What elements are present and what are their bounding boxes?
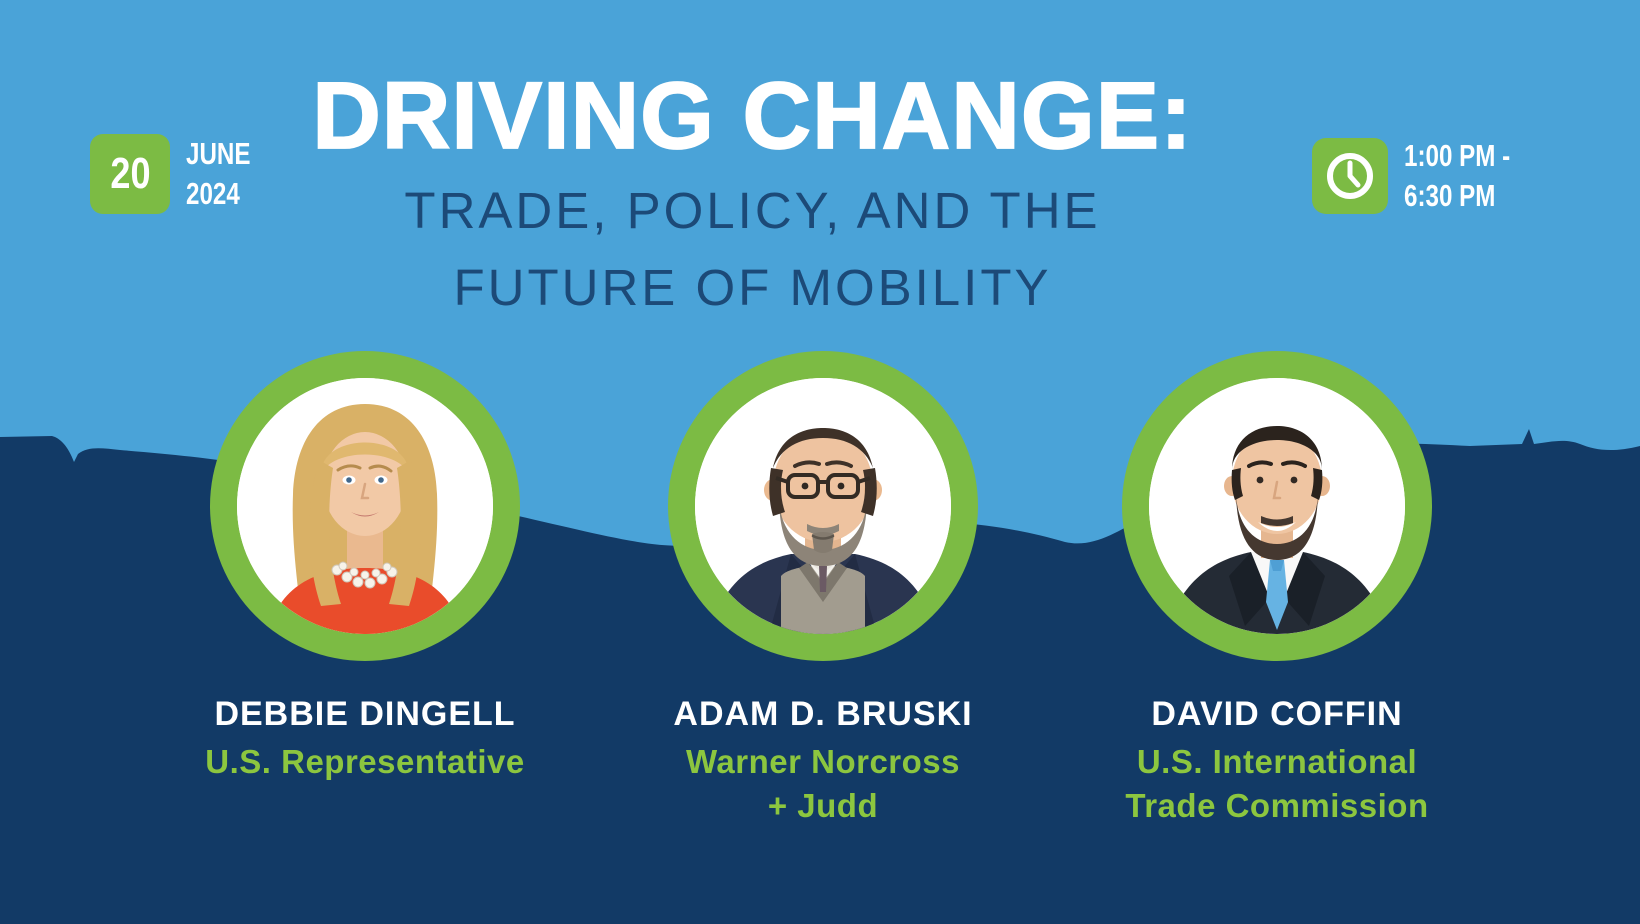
speaker-name: DEBBIE DINGELL bbox=[214, 695, 516, 733]
date-month-year: JUNE 2024 bbox=[186, 134, 269, 214]
event-subtitle-line2: FUTURE OF MOBILITY bbox=[453, 259, 1052, 316]
speaker-photo bbox=[237, 378, 493, 634]
portrait-debbie-dingell bbox=[237, 378, 493, 634]
time-line2: 6:30 PM bbox=[1404, 178, 1496, 213]
event-date: 20 JUNE 2024 bbox=[90, 134, 269, 214]
speaker-org-line: Trade Commission bbox=[1125, 787, 1429, 824]
speaker-org-line: + Judd bbox=[767, 787, 879, 824]
date-month: JUNE bbox=[186, 136, 251, 171]
event-subtitle: TRADE, POLICY, AND THE FUTURE OF MOBILIT… bbox=[0, 172, 1505, 326]
speaker-photo-ring bbox=[210, 351, 520, 661]
speaker-org: U.S. Representative bbox=[125, 740, 605, 784]
event-title: DRIVING CHANGE: bbox=[311, 63, 1193, 169]
portrait-david-coffin bbox=[1149, 378, 1405, 634]
date-year: 2024 bbox=[186, 176, 240, 211]
time-text: 1:00 PM - 6:30 PM bbox=[1404, 136, 1540, 216]
speaker-org: Warner Norcross + Judd bbox=[583, 740, 1063, 828]
date-day-badge: 20 bbox=[90, 134, 170, 214]
speaker-org: U.S. International Trade Commission bbox=[1037, 740, 1517, 828]
date-day: 20 bbox=[109, 149, 151, 198]
speaker-org-line: U.S. International bbox=[1136, 743, 1418, 780]
speaker-photo-ring bbox=[668, 351, 978, 661]
speaker-org-line: Warner Norcross bbox=[685, 743, 961, 780]
speaker-photo bbox=[1149, 378, 1405, 634]
portrait-adam-bruski bbox=[695, 378, 951, 634]
clock-glyph bbox=[1327, 153, 1373, 199]
clock-icon bbox=[1312, 138, 1388, 214]
event-time: 1:00 PM - 6:30 PM bbox=[1312, 136, 1540, 216]
event-subtitle-line1: TRADE, POLICY, AND THE bbox=[404, 182, 1101, 239]
speaker-org-line: U.S. Representative bbox=[205, 743, 525, 780]
speaker-photo bbox=[695, 378, 951, 634]
speaker-name: DAVID COFFIN bbox=[1151, 695, 1403, 733]
speaker-photo-ring bbox=[1122, 351, 1432, 661]
time-line1: 1:00 PM - bbox=[1404, 138, 1511, 173]
speaker-name: ADAM D. BRUSKI bbox=[673, 695, 973, 733]
